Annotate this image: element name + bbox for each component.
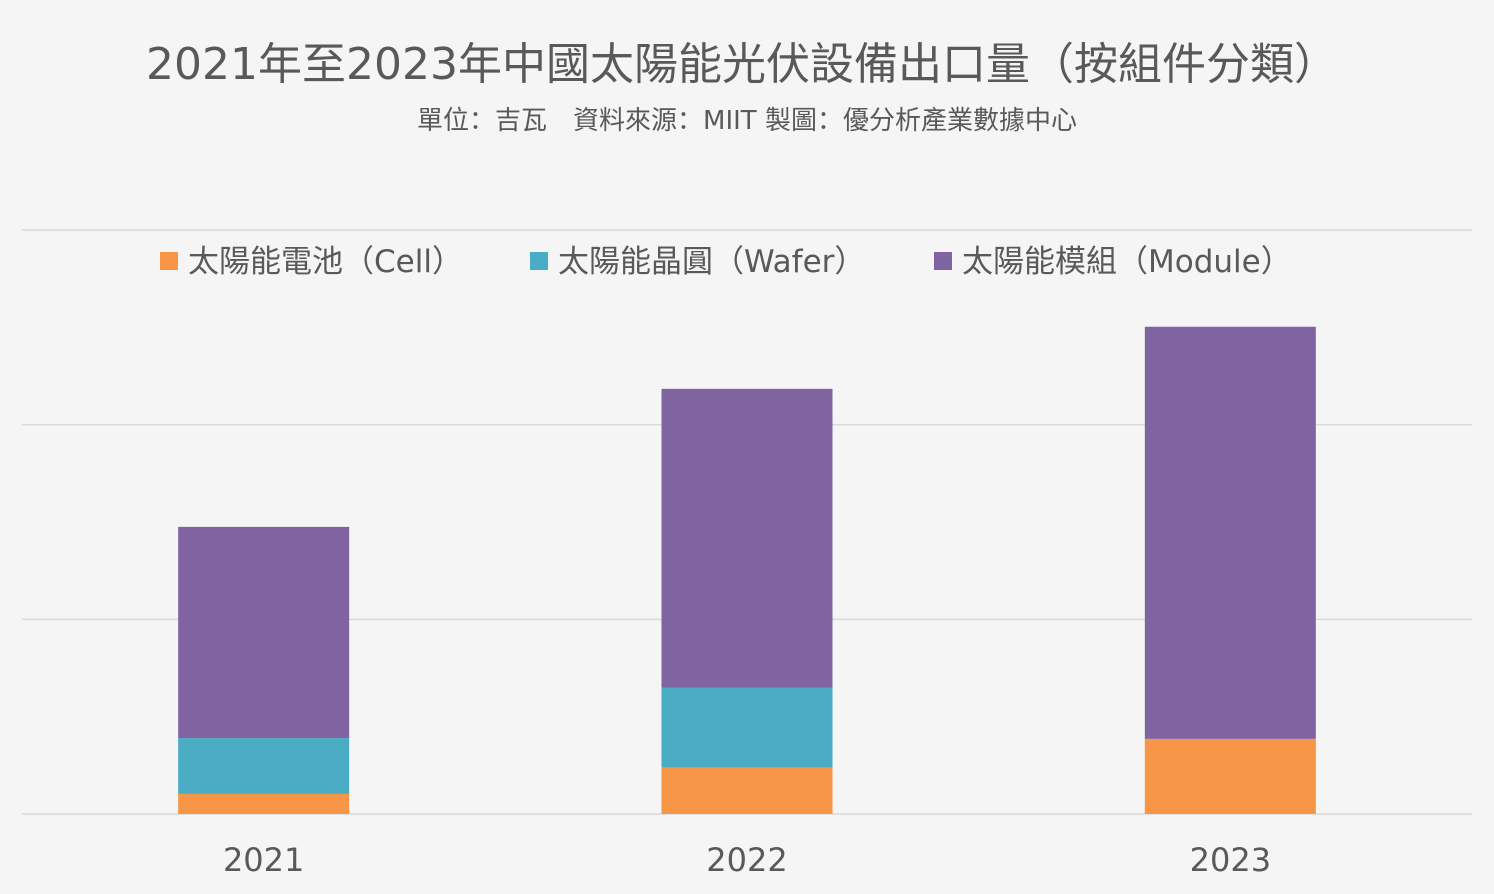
x-tick-label: 2023	[1190, 841, 1271, 879]
x-tick-label: 2022	[706, 841, 787, 879]
bar-segment	[178, 793, 350, 814]
chart-subtitle: 單位：吉瓦 資料來源：MIIT 製圖：優分析產業數據中心	[417, 106, 1077, 136]
bar-segment	[1144, 326, 1316, 739]
legend-label: 太陽能電池（Cell）	[188, 244, 463, 280]
x-tick-label: 2021	[223, 841, 304, 879]
bar-segment	[1144, 738, 1316, 814]
legend-swatch	[160, 252, 178, 270]
legend-label: 太陽能模組（Module）	[962, 244, 1292, 280]
legend: 太陽能電池（Cell） 太陽能晶圓（Wafer） 太陽能模組（Module）	[160, 244, 1292, 280]
bar-segment	[178, 738, 350, 794]
legend-swatch	[530, 252, 548, 270]
bar-segment	[661, 687, 833, 768]
x-axis: 2021 2022 2023	[223, 841, 1271, 879]
chart-title: 2021年至2023年中國太陽能光伏設備出口量（按組件分類）	[146, 39, 1338, 90]
legend-swatch	[934, 252, 952, 270]
bar-segment	[178, 526, 350, 739]
legend-label: 太陽能晶圓（Wafer）	[558, 244, 865, 280]
bar-segment	[661, 388, 833, 688]
bar-segment	[661, 767, 833, 814]
bars	[178, 326, 1316, 814]
